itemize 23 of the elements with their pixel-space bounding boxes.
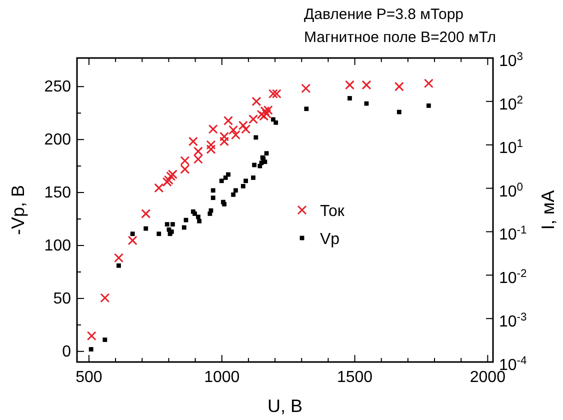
legend-label: Ток xyxy=(320,203,346,220)
y-tick-label: 250 xyxy=(44,78,72,96)
x-tick-label: 500 xyxy=(76,369,102,386)
y-axis-title: -Vp, B xyxy=(8,184,28,236)
x-axis-title: U, B xyxy=(267,396,303,416)
y2-tick-label: 10$^{2}$ xyxy=(499,94,524,114)
legend-label: Vp xyxy=(320,231,340,248)
y2-tick-label: 10$^{3}$ xyxy=(499,51,524,70)
y-tick-label: 100 xyxy=(44,237,72,254)
y-tick-label: 150 xyxy=(44,184,72,202)
x-tick-label: 1500 xyxy=(336,369,373,386)
x-tick-label: 1000 xyxy=(204,369,240,386)
y-tick-label: 50 xyxy=(53,290,72,308)
chart-subtitle: Магнитное поле B=200 мТл xyxy=(304,29,496,46)
y2-tick-label: 10$^{0}$ xyxy=(499,181,524,200)
y-tick-label: 0 xyxy=(62,343,72,360)
y2-tick-label: 10$^{-2}$ xyxy=(499,268,527,288)
chart-title: Давление P=3.8 мТорр xyxy=(304,6,464,23)
y2-tick-label: 10$^{-1}$ xyxy=(499,224,527,244)
y2-axis-title: I, мА xyxy=(538,190,558,230)
y2-tick-label: 10$^{1}$ xyxy=(499,138,524,157)
y-tick-label: 200 xyxy=(44,132,72,149)
y2-tick-label: 10$^{-3}$ xyxy=(499,312,527,331)
